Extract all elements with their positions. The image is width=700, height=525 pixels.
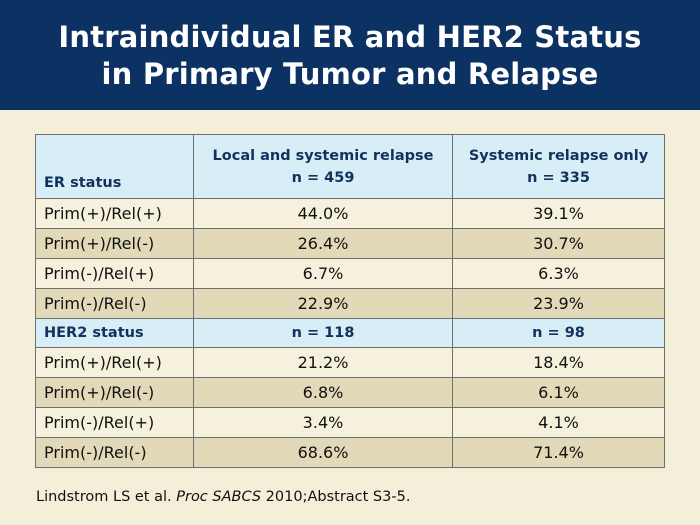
local-systemic-header-n: n = 459	[291, 169, 355, 186]
er-status-header: ER status	[35, 134, 194, 199]
her2-local-systemic-n: n = 118	[193, 318, 453, 348]
slide-header: Intraindividual ER and HER2 Status in Pr…	[0, 0, 700, 110]
table-row: Prim(-)/Rel(-) 68.6% 71.4%	[35, 437, 665, 468]
table-row: Prim(+)/Rel(-) 6.8% 6.1%	[35, 377, 665, 408]
table-row: Prim(-)/Rel(-) 22.9% 23.9%	[35, 288, 665, 319]
table-row: Prim(+)/Rel(+) 44.0% 39.1%	[35, 198, 665, 229]
local-systemic-value: 22.9%	[193, 288, 453, 319]
table-row: Prim(+)/Rel(-) 26.4% 30.7%	[35, 228, 665, 259]
local-systemic-header-title: Local and systemic relapse	[212, 147, 434, 164]
her2-status-header: HER2 status	[35, 318, 194, 348]
citation: Lindstrom LS et al. Proc SABCS 2010;Abst…	[36, 489, 410, 505]
local-systemic-value: 21.2%	[193, 347, 453, 378]
row-label: Prim(+)/Rel(-)	[35, 377, 194, 408]
systemic-only-value: 39.1%	[452, 198, 665, 229]
row-label: Prim(+)/Rel(-)	[35, 228, 194, 259]
local-systemic-value: 68.6%	[193, 437, 453, 468]
local-systemic-value: 6.7%	[193, 258, 453, 289]
her2-systemic-only-n: n = 98	[452, 318, 665, 348]
citation-details: 2010;Abstract S3-5.	[261, 489, 411, 505]
table-header-row: ER status Local and systemic relapse n =…	[35, 134, 665, 199]
citation-journal: Proc SABCS	[176, 489, 262, 505]
row-label: Prim(+)/Rel(+)	[35, 347, 194, 378]
systemic-only-value: 4.1%	[452, 407, 665, 438]
row-label: Prim(-)/Rel(+)	[35, 407, 194, 438]
row-label: Prim(+)/Rel(+)	[35, 198, 194, 229]
table-row: Prim(-)/Rel(+) 6.7% 6.3%	[35, 258, 665, 289]
table-row: Prim(-)/Rel(+) 3.4% 4.1%	[35, 407, 665, 438]
systemic-only-value: 6.3%	[452, 258, 665, 289]
status-table: ER status Local and systemic relapse n =…	[35, 134, 665, 468]
systemic-only-header-n: n = 335	[527, 169, 590, 186]
row-label: Prim(-)/Rel(+)	[35, 258, 194, 289]
local-systemic-value: 3.4%	[193, 407, 453, 438]
systemic-only-value: 23.9%	[452, 288, 665, 319]
table-row: Prim(+)/Rel(+) 21.2% 18.4%	[35, 347, 665, 378]
status-table-container: ER status Local and systemic relapse n =…	[35, 134, 665, 468]
slide-title-line-2: in Primary Tumor and Relapse	[101, 57, 599, 91]
systemic-only-value: 6.1%	[452, 377, 665, 408]
systemic-only-value: 71.4%	[452, 437, 665, 468]
systemic-only-header: Systemic relapse only n = 335	[452, 134, 665, 199]
her2-section-header-row: HER2 status n = 118 n = 98	[35, 318, 665, 348]
local-systemic-value: 26.4%	[193, 228, 453, 259]
systemic-only-header-title: Systemic relapse only	[468, 147, 649, 164]
local-systemic-value: 6.8%	[193, 377, 453, 408]
row-label: Prim(-)/Rel(-)	[35, 437, 194, 468]
citation-authors: Lindstrom LS et al.	[36, 489, 177, 505]
systemic-only-value: 30.7%	[452, 228, 665, 259]
local-systemic-header: Local and systemic relapse n = 459	[193, 134, 453, 199]
local-systemic-value: 44.0%	[193, 198, 453, 229]
systemic-only-value: 18.4%	[452, 347, 665, 378]
slide-title-line-1: Intraindividual ER and HER2 Status	[58, 20, 642, 54]
row-label: Prim(-)/Rel(-)	[35, 288, 194, 319]
